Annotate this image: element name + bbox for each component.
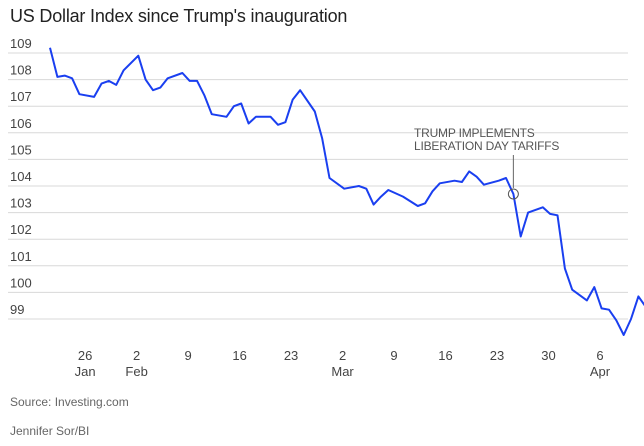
y-tick-label: 102 [10,222,32,237]
x-tick-label: 2 [339,348,346,363]
annotation-text: LIBERATION DAY TARIFFS [414,139,559,153]
x-tick-label: 16 [438,348,452,363]
y-tick-label: 101 [10,249,32,264]
y-tick-label: 103 [10,196,32,211]
x-tick-label: 23 [490,348,504,363]
x-tick-label: 6 [596,348,603,363]
y-tick-label: 99 [10,302,24,317]
y-tick-label: 105 [10,142,32,157]
series-line-dollar-index [49,47,644,336]
x-tick-label: 16 [232,348,246,363]
y-tick-label: 104 [10,169,32,184]
x-tick-label: 2 [133,348,140,363]
y-tick-label: 109 [10,36,32,51]
y-tick-label: 100 [10,275,32,290]
x-axis-ticks: 26Jan2Feb916232Mar91623306Apr1320274May [75,348,611,379]
credit-note: Jennifer Sor/BI [10,424,90,438]
gridlines [8,52,628,320]
annotation-marker [507,188,519,200]
x-month-label: Mar [331,364,354,379]
annotation-text: TRUMP IMPLEMENTS [414,126,535,140]
x-month-label: Jan [75,364,96,379]
chart-title: US Dollar Index since Trump's inaugurati… [10,6,348,26]
y-tick-label: 107 [10,89,32,104]
x-tick-label: 30 [541,348,555,363]
x-month-label: Feb [125,364,147,379]
x-tick-label: 9 [390,348,397,363]
x-tick-label: 23 [284,348,298,363]
x-month-label: Apr [590,364,611,379]
y-tick-label: 106 [10,116,32,131]
x-tick-label: 26 [78,348,92,363]
series-group [49,47,644,336]
y-tick-label: 108 [10,63,32,78]
x-tick-label: 9 [184,348,191,363]
y-axis-ticks: 99 100 101 102 103 104 105 106 107 108 109 [10,36,32,317]
source-note: Source: Investing.com [10,395,129,409]
